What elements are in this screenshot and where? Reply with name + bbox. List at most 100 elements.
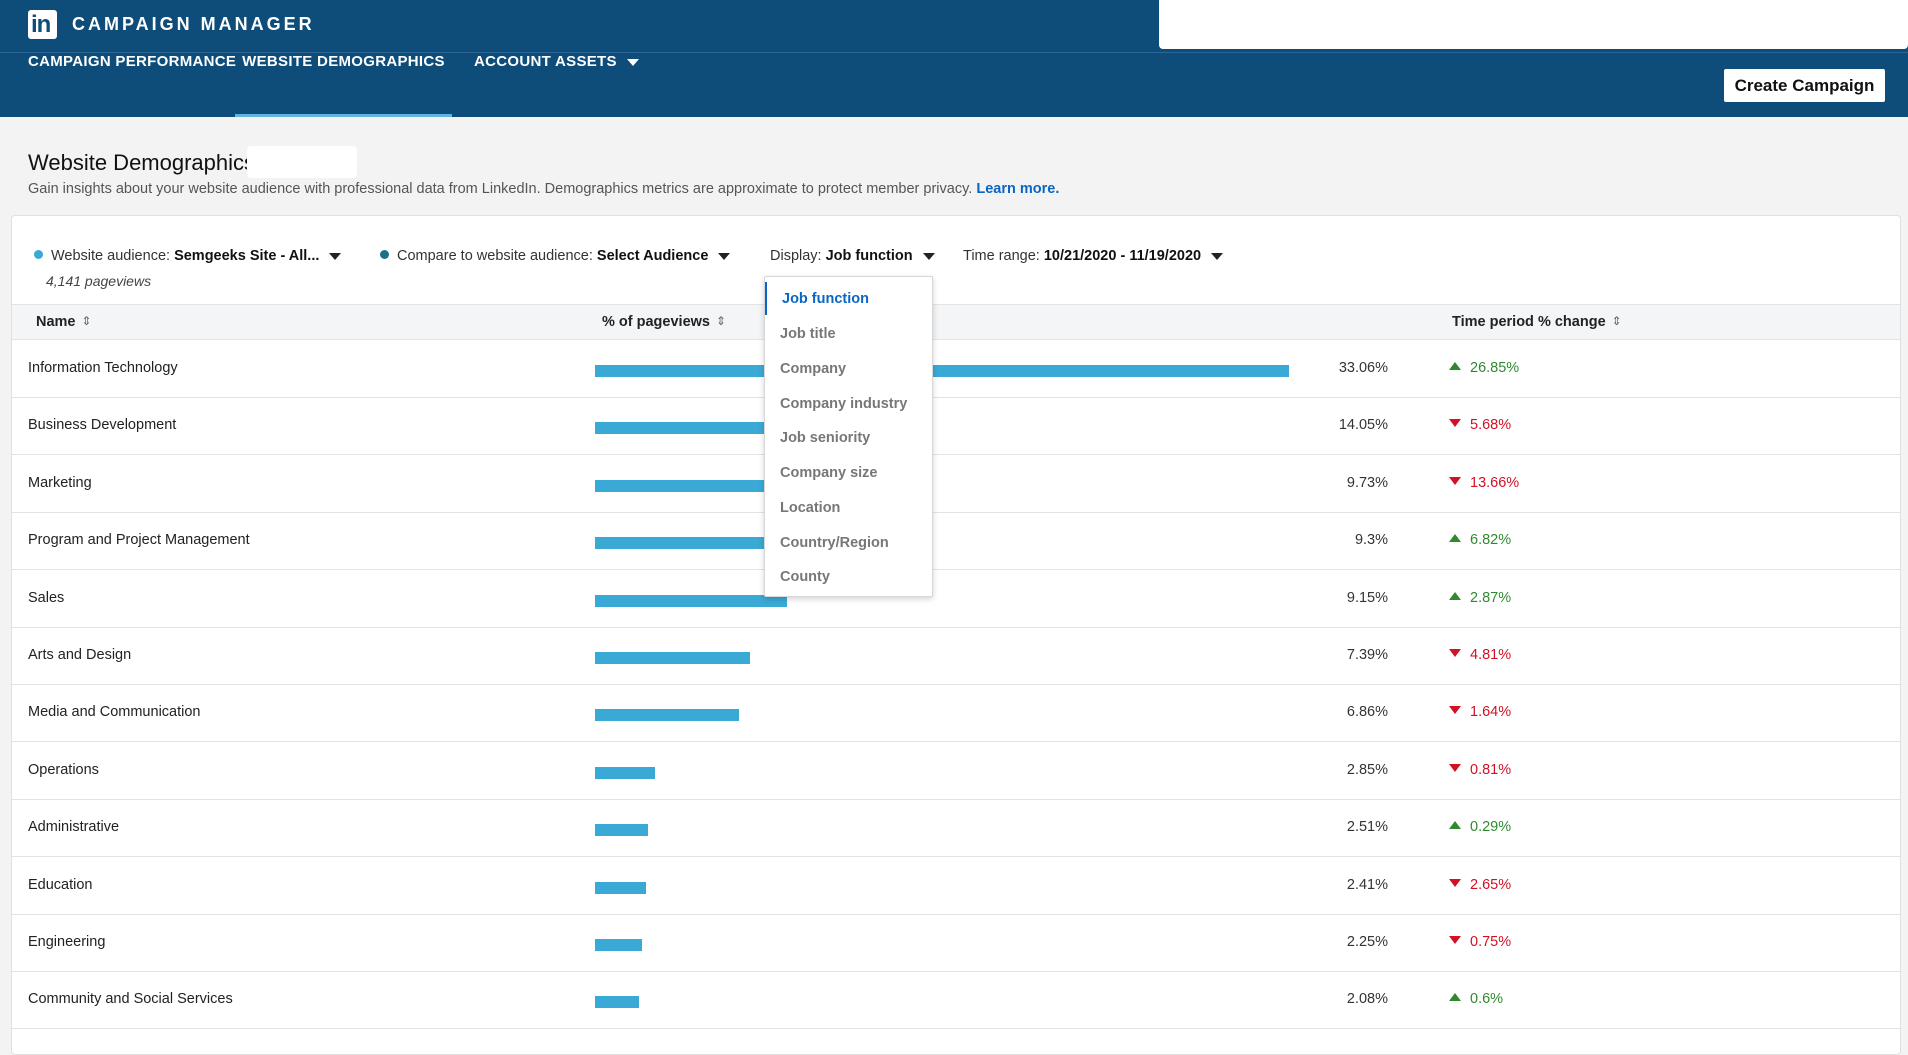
table-row[interactable]: Community and Social Services 2.08% 0.6% <box>12 972 1900 1030</box>
caret-down-icon <box>626 58 639 66</box>
dropdown-option-job-seniority[interactable]: Job seniority <box>780 430 871 446</box>
pageviews-percent: 7.39% <box>1346 647 1388 663</box>
table-row[interactable]: Information Technology 33.06% 26.85% <box>12 341 1900 398</box>
column-header-change[interactable]: Time period % change ⇕ <box>1452 314 1622 330</box>
top-search-box[interactable] <box>1159 0 1908 49</box>
period-change: 0.6% <box>1449 991 1503 1007</box>
sort-icon: ⇕ <box>715 314 727 328</box>
row-name: Media and Communication <box>28 704 201 721</box>
linkedin-logo-icon[interactable]: in <box>28 10 57 39</box>
table-row[interactable]: Arts and Design 7.39% 4.81% <box>12 628 1900 685</box>
selected-indicator <box>765 282 767 315</box>
period-change-value: 1.64% <box>1470 704 1512 721</box>
create-campaign-button[interactable]: Create Campaign <box>1724 69 1885 102</box>
pageviews-bar <box>595 996 639 1009</box>
arrow-down-icon <box>1449 649 1461 657</box>
arrow-up-icon <box>1449 534 1461 543</box>
column-header-change-label: Time period % change <box>1452 314 1606 330</box>
nav-bar: CAMPAIGN PERFORMANCE WEBSITE DEMOGRAPHIC… <box>0 52 1908 117</box>
pageviews-percent: 14.05% <box>1338 417 1388 434</box>
period-change-value: 13.66% <box>1470 474 1520 491</box>
table-row[interactable]: Sales 9.15% 2.87% <box>12 571 1900 628</box>
page-title: Website Demographics: <box>28 150 262 175</box>
display-filter[interactable]: Display: Job function <box>770 248 935 264</box>
table-row[interactable]: Marketing 9.73% 13.66% <box>12 456 1900 513</box>
learn-more-link[interactable]: Learn more. <box>976 181 1060 197</box>
pageviews-bar <box>595 479 799 492</box>
page-description: Gain insights about your website audienc… <box>28 181 1059 197</box>
period-change: 5.68% <box>1449 417 1511 433</box>
period-change-value: 2.87% <box>1470 589 1512 606</box>
tab-campaign-performance[interactable]: CAMPAIGN PERFORMANCE <box>28 53 237 70</box>
pageviews-bar <box>595 939 642 951</box>
dropdown-option-location[interactable]: Location <box>780 500 841 516</box>
period-change: 0.81% <box>1449 762 1511 778</box>
arrow-up-icon <box>1449 993 1461 1002</box>
row-name: Sales <box>28 589 65 606</box>
time-range-filter[interactable]: Time range: 10/21/2020 - 11/19/2020 <box>963 248 1224 264</box>
audience-label: Website audience: <box>51 248 171 264</box>
row-name: Administrative <box>28 819 120 836</box>
pageviews-bar <box>595 766 655 779</box>
column-header-pageviews[interactable]: % of pageviews ⇕ <box>602 314 726 330</box>
pageviews-percent: 2.25% <box>1346 934 1388 950</box>
pageviews-bar <box>595 709 739 722</box>
arrow-down-icon <box>1449 706 1461 715</box>
dropdown-option-county[interactable]: County <box>780 569 830 585</box>
column-header-name-label: Name <box>36 314 76 330</box>
dropdown-option-company-size[interactable]: Company size <box>780 465 878 481</box>
top-bar: in CAMPAIGN MANAGER <box>0 0 1908 52</box>
tab-website-demographics[interactable]: WEBSITE DEMOGRAPHICS <box>235 53 452 117</box>
audience-value: Semgeeks Site - All... <box>174 248 320 264</box>
row-name: Education <box>28 876 93 893</box>
caret-down-icon <box>922 252 935 260</box>
table-row[interactable]: Engineering 2.25% 0.75% <box>12 915 1900 972</box>
pageviews-percent: 2.51% <box>1346 819 1388 836</box>
period-change-value: 0.75% <box>1470 934 1512 950</box>
dropdown-option-job-title[interactable]: Job title <box>780 326 836 342</box>
arrow-down-icon <box>1449 476 1461 485</box>
table-row[interactable]: Education 2.41% 2.65% <box>12 858 1900 915</box>
column-header-pageviews-label: % of pageviews <box>602 314 710 330</box>
dropdown-option-country-region[interactable]: Country/Region <box>780 535 889 551</box>
period-change: 1.64% <box>1449 704 1511 720</box>
arrow-up-icon <box>1449 362 1461 370</box>
period-change: 2.65% <box>1449 877 1511 893</box>
tab-account-assets[interactable]: ACCOUNT ASSETS <box>474 53 639 117</box>
row-name: Information Technology <box>28 360 178 376</box>
arrow-down-icon <box>1449 763 1461 772</box>
pageviews-bar <box>595 881 646 894</box>
tab-account-assets-label: ACCOUNT ASSETS <box>474 53 617 70</box>
table-header: Name ⇕ % of pageviews ⇕ Time period % chan… <box>12 304 1900 340</box>
row-name: Marketing <box>28 474 92 491</box>
table-row[interactable]: Operations 2.85% 0.81% <box>12 743 1900 800</box>
period-change: 4.81% <box>1449 647 1511 663</box>
table-row[interactable]: Administrative 2.51% 0.29% <box>12 800 1900 858</box>
period-change: 13.66% <box>1449 475 1519 491</box>
pageviews-percent: 9.15% <box>1346 589 1388 606</box>
arrow-down-icon <box>1449 936 1461 944</box>
table-row[interactable]: Program and Project Management 9.3% 6.82% <box>12 513 1900 571</box>
demographics-card <box>11 215 1901 1055</box>
period-change-value: 4.81% <box>1470 647 1512 663</box>
dropdown-option-company[interactable]: Company <box>780 361 847 377</box>
time-value: 10/21/2020 - 11/19/2020 <box>1043 248 1202 264</box>
pageviews-count: 4,141 pageviews <box>46 273 152 289</box>
pageviews-percent: 2.08% <box>1346 991 1388 1008</box>
caret-down-icon <box>329 252 342 260</box>
arrow-down-icon <box>1449 878 1461 887</box>
table-row[interactable]: Business Development 14.05% 5.68% <box>12 398 1900 456</box>
dropdown-option-company-industry[interactable]: Company industry <box>780 396 908 412</box>
dropdown-option-job-function[interactable]: Job function <box>782 291 869 307</box>
column-header-name[interactable]: Name ⇕ <box>36 314 92 330</box>
website-audience-filter[interactable]: Website audience: Semgeeks Site - All... <box>34 248 342 264</box>
compare-dot-icon <box>380 250 389 259</box>
pageviews-bar <box>595 594 787 607</box>
caret-down-icon <box>718 252 731 260</box>
display-dropdown-menu: Job function Job title Company Company i… <box>764 276 933 597</box>
audience-dot-icon <box>34 250 43 259</box>
compare-audience-filter[interactable]: Compare to website audience: Select Audi… <box>380 248 731 264</box>
period-change: 0.29% <box>1449 819 1511 835</box>
caret-down-icon <box>1211 252 1224 260</box>
table-row[interactable]: Media and Communication 6.86% 1.64% <box>12 685 1900 743</box>
